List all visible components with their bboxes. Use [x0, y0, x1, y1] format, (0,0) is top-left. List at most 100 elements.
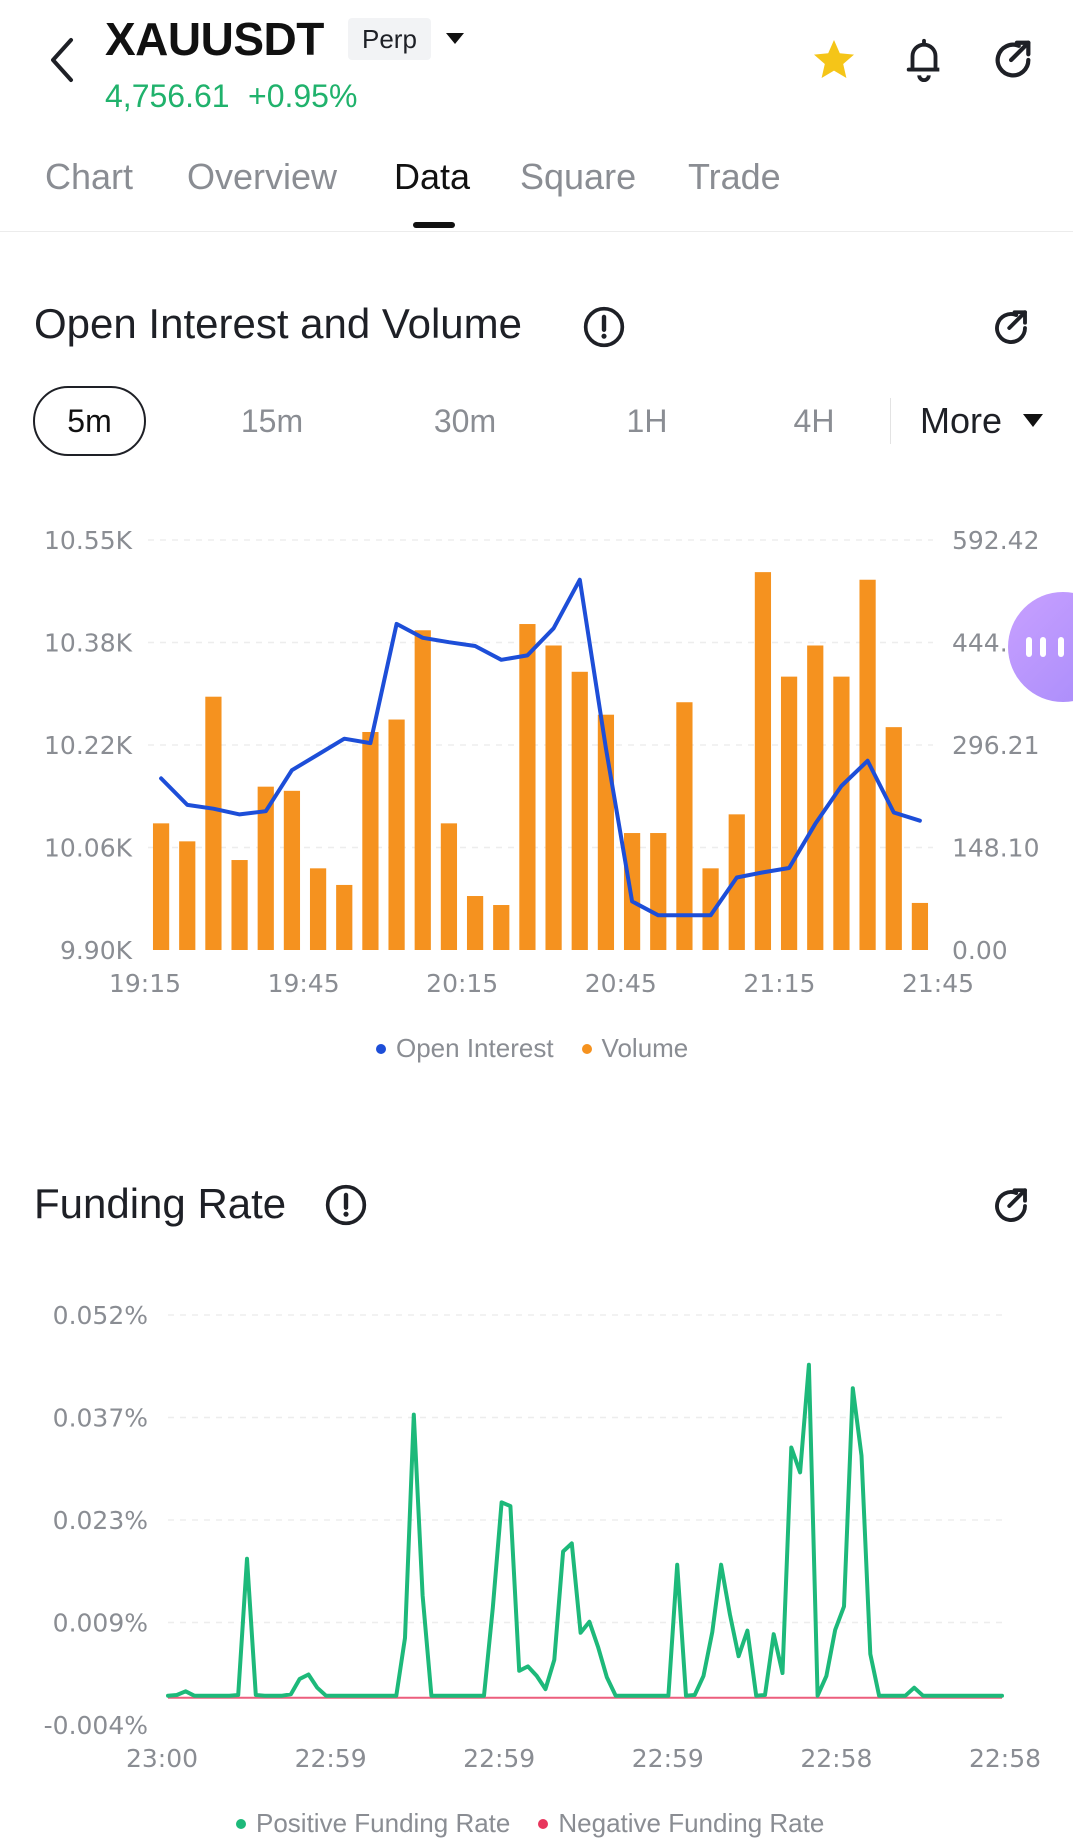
interval-1h[interactable]: 1H [626, 403, 668, 439]
volume-bar [257, 786, 274, 950]
volume-bar [493, 905, 510, 950]
interval-selector: 5m 15m 30m 1H 4H More [0, 386, 1073, 456]
tab-data[interactable]: Data [394, 156, 471, 197]
negative-funding-dot [538, 1818, 549, 1829]
x-axis-tick: 23:00 [126, 1744, 198, 1773]
contract-type-badge[interactable]: Perp [348, 18, 431, 60]
interval-15m[interactable]: 15m [240, 403, 304, 439]
volume-bar [283, 790, 301, 950]
right-axis-tick: 0.00 [952, 936, 1008, 965]
section-tabs: Chart Overview Data Square Trade [0, 148, 1073, 232]
back-button[interactable] [40, 30, 84, 90]
share-icon [995, 310, 1027, 344]
legend-open-interest-label: Open Interest [396, 1033, 554, 1063]
more-intervals-button[interactable]: More [920, 400, 1003, 441]
volume-bar [885, 727, 902, 950]
volume-bar [414, 630, 431, 950]
y-axis-tick: 0.052% [53, 1301, 148, 1330]
y-axis-tick: 0.023% [53, 1506, 148, 1535]
legend-positive-funding-label: Positive Funding Rate [256, 1808, 511, 1838]
assistant-bar-icon [1026, 637, 1032, 657]
volume-bar [309, 868, 327, 950]
star-icon [814, 40, 854, 78]
legend-open-interest[interactable]: Open Interest [376, 1033, 554, 1064]
open-interest-info-button[interactable] [582, 305, 626, 349]
x-axis-tick: 22:58 [969, 1744, 1041, 1773]
x-axis-tick: 19:15 [109, 969, 181, 998]
x-axis-tick: 19:45 [268, 969, 340, 998]
header-bar: XAUUSDT Perp 4,756.61 +0.95% [0, 0, 1073, 120]
x-axis-tick: 21:15 [743, 969, 815, 998]
volume-bar [336, 884, 353, 950]
left-axis-tick: 10.38K [44, 629, 133, 658]
caret-down-icon [446, 33, 464, 44]
interval-divider [890, 398, 891, 444]
volume-bar [650, 833, 667, 950]
info-icon [583, 306, 625, 348]
contract-selector-button[interactable] [440, 26, 470, 52]
funding-rate-info-button[interactable] [324, 1183, 368, 1227]
x-axis-tick: 20:45 [585, 969, 657, 998]
volume-bar [545, 645, 562, 950]
volume-bar [388, 719, 405, 950]
open-interest-title: Open Interest and Volume [34, 300, 522, 347]
x-axis-tick: 22:59 [463, 1744, 535, 1773]
x-axis-tick: 22:58 [800, 1744, 872, 1773]
volume-bar [466, 896, 484, 950]
assistant-bar-icon [1058, 637, 1064, 657]
left-axis-tick: 10.22K [44, 731, 133, 760]
legend-volume-label: Volume [601, 1033, 689, 1063]
y-axis-tick: 0.037% [53, 1404, 148, 1433]
legend-volume[interactable]: Volume [581, 1033, 689, 1064]
interval-5m[interactable]: 5m [33, 386, 146, 456]
right-axis-tick: 148.10 [952, 834, 1039, 863]
back-icon [51, 38, 73, 82]
x-axis-tick: 22:59 [632, 1744, 704, 1773]
legend-negative-funding[interactable]: Negative Funding Rate [538, 1808, 824, 1839]
open-interest-share-button[interactable] [988, 305, 1034, 351]
right-axis-tick: 296.21 [952, 731, 1039, 760]
bell-icon [906, 38, 940, 82]
positive-funding-dot [236, 1818, 246, 1829]
last-price: 4,756.61 [105, 78, 230, 114]
tab-overview[interactable]: Overview [187, 156, 338, 197]
x-axis-tick: 21:45 [902, 969, 974, 998]
symbol-title[interactable]: XAUUSDT [105, 13, 324, 65]
y-axis-tick: -0.004% [44, 1711, 148, 1740]
tab-chart[interactable]: Chart [45, 156, 134, 197]
volume-bar [728, 814, 745, 950]
tab-square[interactable]: Square [520, 156, 637, 197]
left-axis-tick: 10.55K [44, 526, 133, 555]
volume-bar [702, 868, 719, 950]
more-intervals-caret[interactable] [1020, 408, 1046, 434]
volume-bar [754, 572, 772, 950]
x-axis-tick: 20:15 [426, 969, 498, 998]
volume-bar [519, 624, 536, 950]
volume-bar [231, 860, 248, 950]
volume-bar [833, 676, 850, 950]
legend-negative-funding-label: Negative Funding Rate [558, 1808, 825, 1838]
funding-rate-chart: 0.052% 0.037% 0.023% 0.009% -0.004% 23:00 22:5… [44, 1301, 1041, 1773]
caret-down-icon [1023, 414, 1043, 427]
info-icon [325, 1184, 367, 1226]
share-icon [995, 1188, 1027, 1222]
interval-4h[interactable]: 4H [793, 403, 835, 439]
legend-positive-funding[interactable]: Positive Funding Rate [236, 1808, 510, 1839]
open-interest-legend: Open Interest Volume [376, 1033, 716, 1064]
funding-rate-title: Funding Rate [34, 1180, 287, 1227]
share-button[interactable] [987, 34, 1039, 86]
volume-bar [362, 731, 379, 950]
volume-bar [179, 841, 196, 950]
funding-rate-legend: Positive Funding Rate Negative Funding R… [236, 1808, 852, 1839]
positive-funding-line [166, 1362, 1004, 1698]
volume-bar [152, 823, 170, 950]
volume-bar [676, 702, 693, 950]
left-axis-tick: 10.06K [44, 834, 133, 863]
open-interest-dot [376, 1043, 386, 1054]
tab-trade[interactable]: Trade [688, 156, 781, 197]
alert-button[interactable] [898, 34, 950, 86]
interval-30m[interactable]: 30m [433, 403, 497, 439]
funding-rate-share-button[interactable] [988, 1183, 1034, 1229]
favorite-button[interactable] [808, 34, 860, 86]
